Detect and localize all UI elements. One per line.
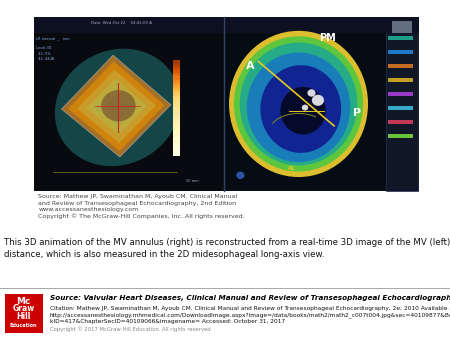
Bar <box>173 137 180 140</box>
Bar <box>34 17 419 32</box>
Bar <box>388 50 413 54</box>
Ellipse shape <box>302 105 308 111</box>
Text: Copyright © 2017 McGraw-Hill Education. All rights reserved.: Copyright © 2017 McGraw-Hill Education. … <box>50 326 212 332</box>
Bar <box>388 92 413 96</box>
Bar <box>173 147 180 150</box>
Text: LR interval  _   mm

Level 3D
  42: 0%
  42: 44dB: LR interval _ mm Level 3D 42: 0% 42: 44d… <box>36 36 70 61</box>
Bar <box>34 17 419 191</box>
Ellipse shape <box>312 95 324 106</box>
Text: Date: Wed Oct 22    04:41:03 A: Date: Wed Oct 22 04:41:03 A <box>91 21 152 25</box>
Text: Citation: Mathew JP, Swaminathan M, Ayoub CM. Clinical Manual and Review of Tran: Citation: Mathew JP, Swaminathan M, Ayou… <box>50 306 450 324</box>
Bar <box>173 92 180 96</box>
Polygon shape <box>87 79 147 135</box>
Bar <box>173 61 180 64</box>
Ellipse shape <box>240 43 357 165</box>
Bar <box>173 96 180 99</box>
Text: A: A <box>246 61 254 71</box>
Text: PM: PM <box>319 33 336 43</box>
Bar <box>173 112 180 115</box>
Bar <box>173 130 180 134</box>
Ellipse shape <box>101 90 135 121</box>
Ellipse shape <box>261 65 341 153</box>
Bar <box>34 17 224 191</box>
Bar <box>173 118 180 121</box>
Bar <box>173 150 180 153</box>
Text: Source: Mathew JP, Swaminathan M, Ayoub CM. Clinical Manual
and Review of Transe: Source: Mathew JP, Swaminathan M, Ayoub … <box>38 194 245 219</box>
Bar <box>388 64 413 68</box>
Ellipse shape <box>307 89 315 97</box>
Bar <box>173 153 180 156</box>
Ellipse shape <box>247 52 350 162</box>
Bar <box>173 79 180 83</box>
Text: Graw: Graw <box>13 304 35 313</box>
Polygon shape <box>105 96 129 118</box>
Bar <box>173 64 180 67</box>
Bar <box>388 78 413 82</box>
Bar <box>386 17 418 191</box>
Bar <box>173 99 180 102</box>
Bar <box>173 108 180 112</box>
Polygon shape <box>62 55 171 157</box>
Text: Source: Valvular Heart Diseases, Clinical Manual and Review of Transesophageal E: Source: Valvular Heart Diseases, Clinica… <box>50 295 450 301</box>
Bar <box>173 121 180 124</box>
Bar <box>173 83 180 86</box>
Bar <box>392 21 412 32</box>
Bar <box>388 106 413 110</box>
Bar <box>173 134 180 137</box>
Bar <box>173 89 180 92</box>
Polygon shape <box>77 70 156 143</box>
Bar <box>388 120 413 124</box>
Text: 50 mm: 50 mm <box>186 179 199 183</box>
Bar <box>4 294 43 333</box>
Bar <box>388 36 413 41</box>
Bar <box>173 76 180 79</box>
Text: P: P <box>353 107 361 118</box>
Bar <box>173 73 180 76</box>
Ellipse shape <box>280 87 326 135</box>
Bar <box>173 143 180 147</box>
Bar <box>173 70 180 73</box>
Bar <box>173 115 180 118</box>
Bar <box>388 134 413 138</box>
Ellipse shape <box>229 31 368 177</box>
Bar <box>173 102 180 105</box>
Bar <box>173 140 180 143</box>
Text: Hill: Hill <box>17 312 31 321</box>
Bar <box>173 127 180 130</box>
Text: This 3D animation of the MV annulus (right) is reconstructed from a real-time 3D: This 3D animation of the MV annulus (rig… <box>4 238 450 260</box>
Ellipse shape <box>234 36 363 172</box>
Text: AL: AL <box>288 166 296 171</box>
Ellipse shape <box>55 49 180 166</box>
Text: Education: Education <box>10 323 37 329</box>
Bar <box>173 105 180 108</box>
Bar <box>224 17 386 191</box>
Ellipse shape <box>236 172 244 179</box>
Bar <box>173 67 180 70</box>
Text: Mc: Mc <box>17 296 31 306</box>
Bar <box>173 86 180 89</box>
Polygon shape <box>68 62 165 151</box>
Bar <box>173 124 180 127</box>
Polygon shape <box>96 88 138 126</box>
